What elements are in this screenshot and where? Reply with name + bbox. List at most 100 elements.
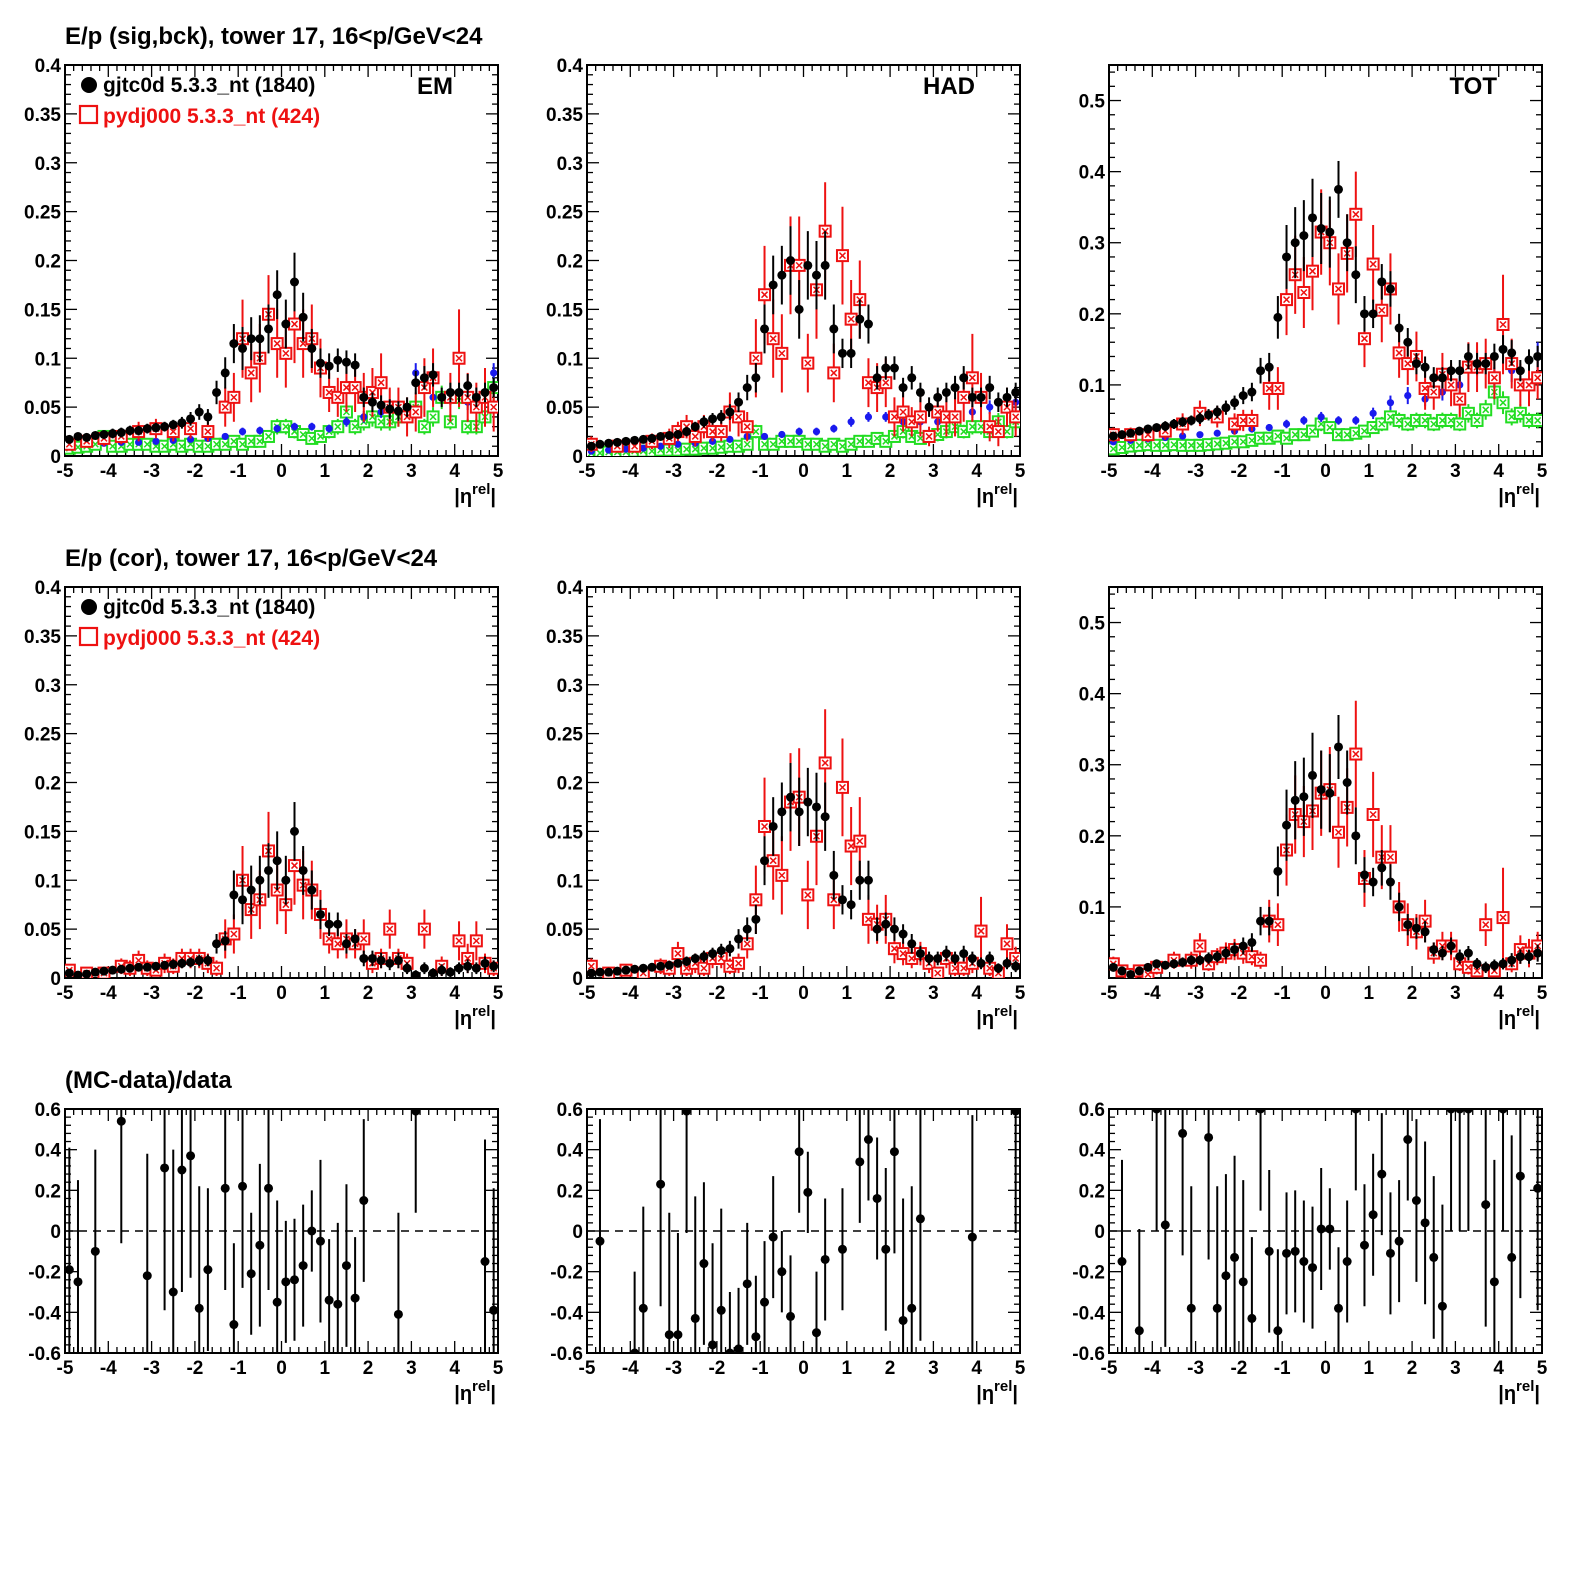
point-ratio	[1230, 1252, 1240, 1262]
point-cross-bck_mc	[1196, 441, 1204, 449]
point-cross-mc	[1248, 953, 1256, 961]
point-data	[471, 392, 481, 402]
y-tick-label: 0.6	[35, 1100, 61, 1121]
x-tick-label: -4	[622, 983, 639, 1004]
point-data	[1481, 359, 1491, 369]
point-data	[471, 963, 481, 973]
point-ratio	[1247, 1313, 1257, 1323]
point-data	[1299, 792, 1309, 802]
point-cross-mc	[717, 954, 725, 962]
point-cross-mc	[1265, 384, 1273, 392]
point-data	[604, 438, 614, 448]
point-cross-mc	[899, 950, 907, 958]
point-cross-bck_mc	[1265, 434, 1273, 442]
x-tick-label: -2	[186, 1358, 203, 1379]
point-cross-mc	[325, 935, 333, 943]
point-data	[385, 958, 395, 968]
y-tick-label: 0.3	[35, 154, 61, 175]
point-cross-mc	[804, 891, 812, 899]
y-tick-label: 0	[572, 447, 583, 468]
point-data	[367, 397, 377, 407]
point-cross-mc	[908, 954, 916, 962]
point-ratio	[341, 1261, 351, 1271]
point-data	[734, 934, 744, 944]
point-data	[863, 875, 873, 885]
y-tick-label: 0.4	[1079, 163, 1106, 184]
point-cross-mc	[213, 964, 221, 972]
point-ratio	[1299, 1257, 1309, 1266]
point-cross-bck_mc	[464, 423, 472, 431]
point-cross-bck_mc	[1412, 416, 1420, 424]
point-data	[811, 270, 821, 280]
panel-r1-c0: -5 -4 -3 -2 -1 0 1 2 3 4 5 0 0.05 0.1 0.15 0.2 0.25 0.3 0.…	[24, 578, 504, 1030]
point-data	[950, 383, 960, 393]
y-tick-label: 0.4	[557, 56, 584, 77]
point-data	[307, 885, 317, 895]
y-tick-label: 0	[50, 447, 61, 468]
point-cross-mc	[169, 428, 177, 436]
point-cross-mc	[1534, 374, 1542, 382]
x-tick-label: 0	[1320, 461, 1331, 482]
point-data	[855, 875, 865, 885]
point-bck_data	[657, 442, 665, 450]
point-data	[1204, 953, 1214, 963]
point-cross-mc	[760, 822, 769, 831]
point-data	[768, 280, 778, 290]
point-cross-mc	[420, 925, 428, 933]
point-data	[350, 934, 360, 944]
point-cross-bck_mc	[968, 423, 976, 431]
point-cross-bck_mc	[377, 418, 385, 426]
point-cross-mc	[1499, 320, 1507, 329]
point-cross-bck_mc	[1127, 442, 1135, 450]
point-cross-bck_mc	[126, 440, 134, 448]
panel-r0-c2: -5 -4 -3 -2 -1 0 1 2 3 4 5 0.1 0.2 0.3 0.4 0.5 |ηrel| TOT	[1079, 64, 1548, 508]
point-cross-mc	[1257, 956, 1265, 964]
point-cross-mc	[864, 379, 872, 387]
y-tick-label: 0.4	[35, 1141, 62, 1162]
point-data	[1411, 923, 1421, 933]
point-ratio	[1481, 1200, 1491, 1210]
point-data	[1498, 344, 1508, 354]
point-data	[1463, 351, 1473, 361]
x-tick-label: 2	[1407, 1358, 1418, 1379]
x-tick-label: -1	[230, 461, 247, 482]
point-data	[1152, 959, 1162, 969]
point-ratio	[682, 1109, 692, 1116]
point-data	[941, 949, 951, 959]
point-data	[445, 967, 455, 977]
point-cross-mc	[864, 915, 872, 923]
point-bck_data	[795, 427, 803, 436]
point-cross-bck_mc	[1170, 441, 1178, 449]
point-ratio	[1359, 1240, 1369, 1250]
point-data	[1117, 430, 1127, 440]
point-data	[933, 953, 943, 963]
point-data	[1507, 348, 1517, 358]
point-data	[272, 290, 282, 300]
point-data	[708, 414, 718, 424]
point-ratio	[1117, 1257, 1127, 1266]
point-data	[846, 900, 856, 910]
y-tick-label: 0.35	[24, 627, 61, 648]
point-bck_data	[490, 369, 498, 377]
point-cross-bck_mc	[1231, 438, 1239, 446]
point-ratio	[673, 1330, 683, 1340]
point-ratio	[246, 1269, 256, 1279]
point-data	[1204, 410, 1214, 420]
point-data	[829, 324, 839, 334]
point-cross-bck_mc	[264, 432, 273, 440]
point-data	[742, 924, 752, 934]
x-tick-label: -4	[622, 1358, 639, 1379]
x-tick-label: 3	[928, 983, 939, 1004]
point-data	[289, 826, 299, 836]
point-data	[1359, 870, 1369, 880]
point-data	[116, 964, 126, 974]
point-cross-bck_mc	[1300, 431, 1308, 439]
point-cross-mc	[1404, 360, 1412, 368]
x-tick-label: -5	[1101, 983, 1118, 1004]
x-axis-label: |ηrel|	[976, 481, 1018, 508]
point-cross-mc	[1334, 828, 1343, 836]
x-tick-label: 3	[406, 983, 417, 1004]
point-cross-bck_mc	[856, 437, 864, 445]
point-cross-mc	[735, 413, 743, 421]
x-tick-label: 3	[928, 461, 939, 482]
